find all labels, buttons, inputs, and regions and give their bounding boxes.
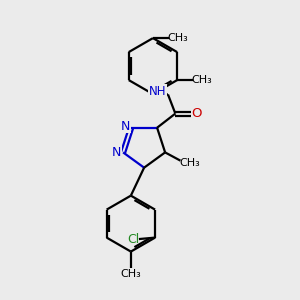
Text: N: N — [121, 120, 130, 133]
Text: NH: NH — [149, 85, 167, 98]
Text: Cl: Cl — [128, 232, 140, 246]
Text: N: N — [112, 146, 121, 159]
Text: CH₃: CH₃ — [167, 33, 188, 43]
Text: CH₃: CH₃ — [179, 158, 200, 168]
Text: CH₃: CH₃ — [191, 75, 212, 85]
Text: O: O — [192, 107, 202, 120]
Text: CH₃: CH₃ — [121, 269, 141, 279]
